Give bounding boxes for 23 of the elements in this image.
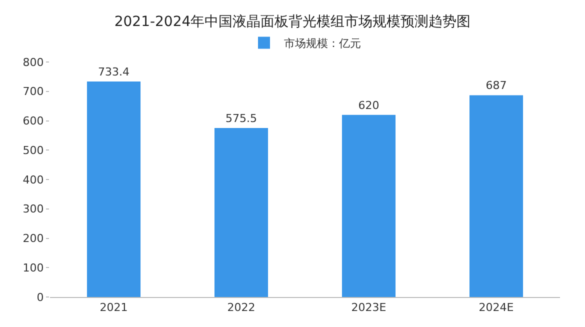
bar bbox=[86, 82, 141, 297]
y-tick-label: 100 bbox=[22, 261, 44, 274]
chart-title: 2021-2024年中国液晶面板背光模组市场规模预测趋势图 bbox=[114, 14, 471, 30]
y-tick-label: 700 bbox=[22, 85, 44, 98]
data-label: 620 bbox=[358, 98, 380, 112]
y-tick-label: 300 bbox=[22, 202, 44, 216]
x-tick-label: 2022 bbox=[227, 301, 256, 314]
x-tick-label: 2021 bbox=[100, 301, 128, 314]
bar bbox=[214, 128, 268, 297]
bar bbox=[342, 114, 396, 297]
data-label: 575.5 bbox=[226, 112, 258, 125]
data-label: 687 bbox=[486, 79, 507, 92]
y-tick-label: 600 bbox=[22, 114, 44, 128]
y-tick-label: 0 bbox=[36, 290, 44, 304]
y-tick-label: 500 bbox=[22, 144, 44, 157]
y-tick-label: 400 bbox=[22, 173, 44, 186]
y-tick-label: 200 bbox=[22, 232, 44, 246]
x-tick-label: 2024E bbox=[478, 301, 514, 314]
bar bbox=[469, 95, 524, 297]
y-tick-label: 800 bbox=[22, 56, 44, 69]
legend-label: 市场规模：亿元 bbox=[284, 37, 361, 50]
x-tick-label: 2023E bbox=[351, 301, 386, 314]
data-label: 733.4 bbox=[98, 66, 130, 79]
